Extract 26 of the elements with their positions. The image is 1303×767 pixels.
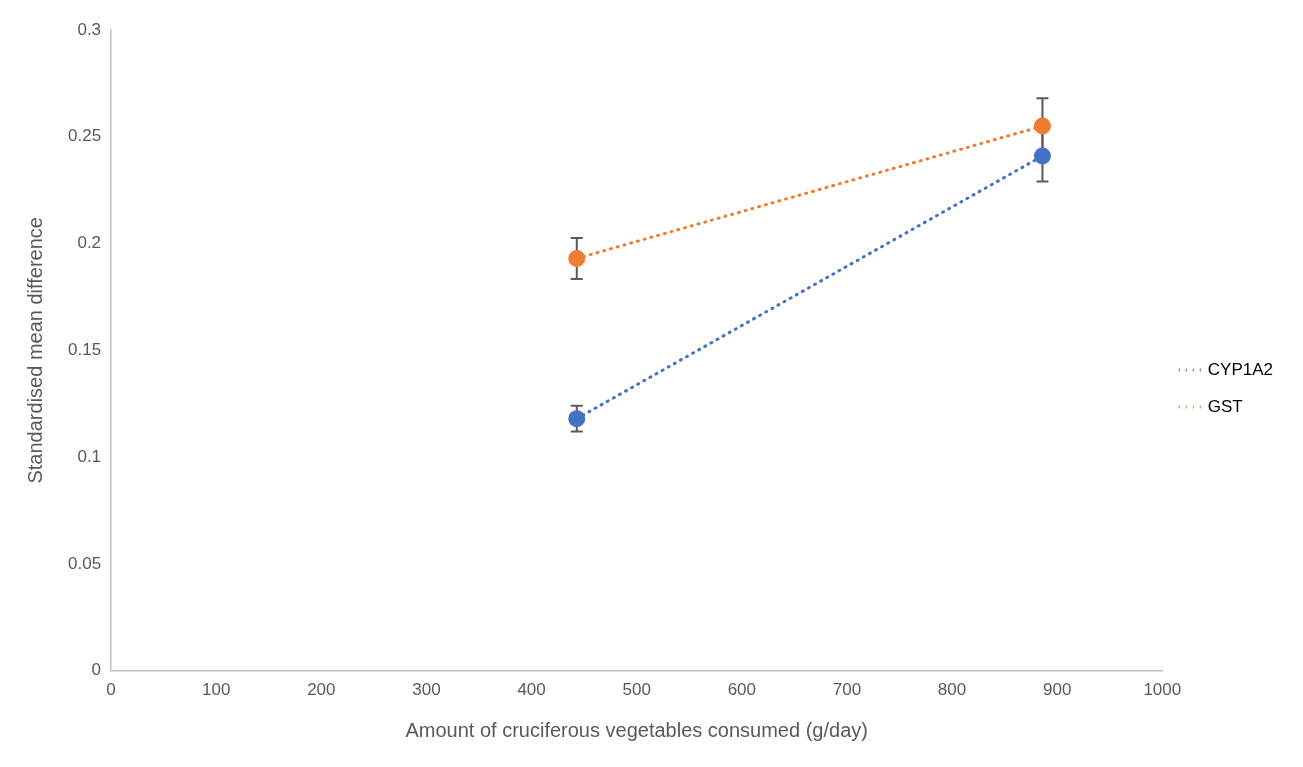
x-tick-label: 0 <box>106 680 116 700</box>
x-tick-label: 500 <box>622 680 651 700</box>
x-tick-label: 600 <box>727 680 756 700</box>
point <box>1033 117 1051 135</box>
x-tick-label: 900 <box>1042 680 1072 700</box>
x-tick-label: 100 <box>202 680 231 700</box>
x-tick-label: 300 <box>412 680 441 700</box>
y-tick-label: 0.3 <box>77 19 102 39</box>
x-tick-label: 400 <box>517 680 546 700</box>
y-tick-label: 0.15 <box>67 339 102 359</box>
x-tick-label: 800 <box>937 680 967 700</box>
y-tick-label: 0 <box>91 660 102 680</box>
x-axis-title: Amount of cruciferous vegetables consumed (g/day) <box>405 718 868 741</box>
x-tick-label: 200 <box>307 680 336 700</box>
x-tick-label: 700 <box>832 680 862 700</box>
y-tick-label: 0.25 <box>67 126 102 146</box>
point <box>568 410 586 428</box>
legend-label: CYP1A2 <box>1207 359 1273 379</box>
y-tick-label: 0.05 <box>67 553 102 573</box>
y-tick-label: 0.2 <box>77 233 102 253</box>
x-tick-label: 1000 <box>1143 680 1182 700</box>
legend-label: GST <box>1207 396 1243 416</box>
point <box>1033 147 1051 165</box>
point <box>568 249 586 267</box>
y-axis-title: Standardised mean difference <box>23 217 46 484</box>
y-tick-label: 0.1 <box>77 446 102 466</box>
